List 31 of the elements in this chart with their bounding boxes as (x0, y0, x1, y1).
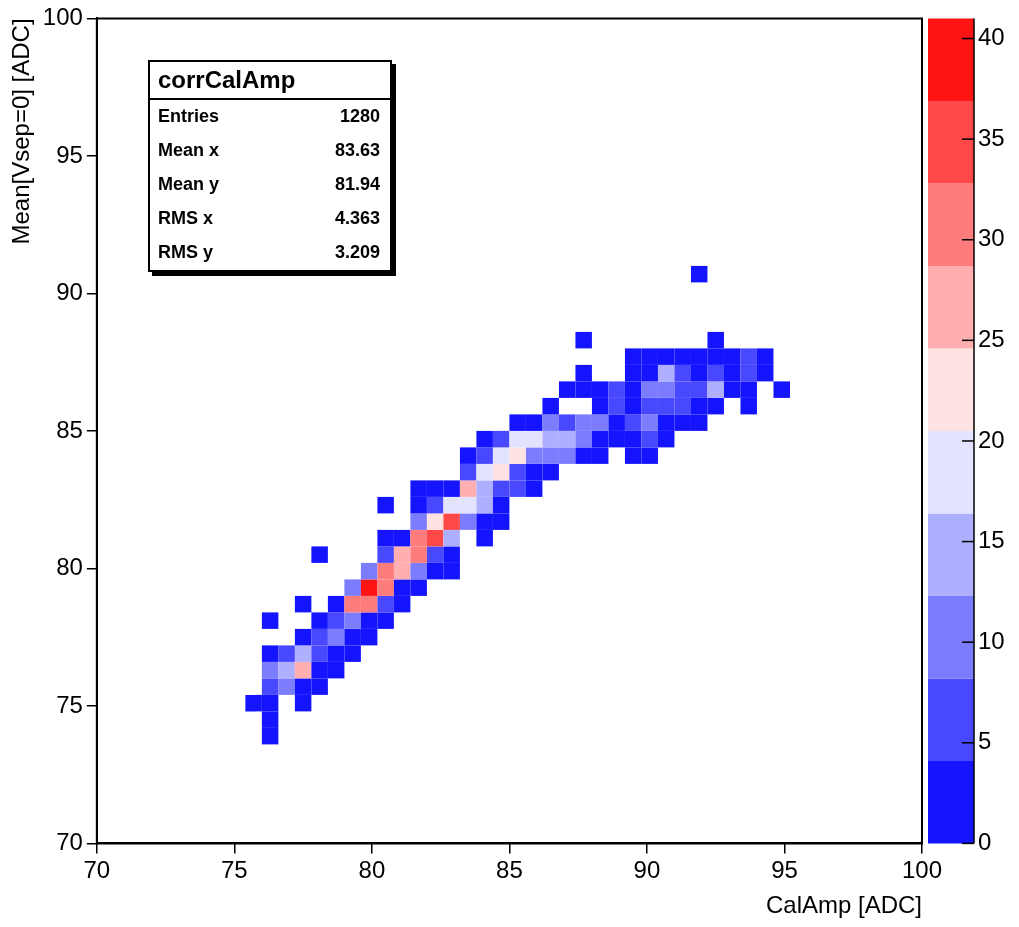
x-tick-label: 100 (901, 856, 943, 884)
y-tick-label: 95 (56, 140, 83, 168)
y-tick-label: 80 (56, 553, 83, 581)
color-bar-label: 30 (978, 224, 1005, 252)
y-tick-label: 75 (56, 690, 83, 718)
y-tick-label: 85 (56, 415, 83, 443)
color-bar-label: 40 (978, 23, 1005, 51)
x-tick-label: 80 (358, 856, 386, 884)
y-axis-title: Mean[Vsep=0] [ADC] (7, 18, 35, 245)
color-bar-label: 10 (978, 626, 1005, 654)
y-tick-label: 70 (56, 828, 83, 856)
color-bar-label: 20 (978, 425, 1005, 453)
color-bar-label: 15 (978, 526, 1005, 554)
color-bar-label: 25 (978, 324, 1005, 352)
y-tick-label: 100 (42, 3, 83, 31)
annotation: corrCalAmp (150, 62, 390, 100)
x-tick-label: 90 (633, 856, 661, 884)
x-tick-label: 75 (221, 856, 248, 884)
y-tick-label: 90 (56, 278, 83, 306)
text: Mean x 83.63 (158, 140, 380, 160)
text: Mean y 81.94 (158, 174, 380, 194)
color-bar-label: 5 (978, 727, 992, 755)
x-tick-label: 95 (771, 856, 798, 884)
color-bar-label: 35 (978, 123, 1005, 151)
x-axis-title: CalAmp [ADC] (765, 891, 922, 919)
color-bar-label: 0 (978, 828, 992, 856)
text: RMS y 3.209 (158, 242, 380, 262)
x-tick-label: 85 (496, 856, 523, 884)
x-tick-label: 70 (83, 856, 111, 884)
text: Entries 1280 (158, 106, 380, 126)
text: RMS x 4.363 (158, 208, 380, 228)
